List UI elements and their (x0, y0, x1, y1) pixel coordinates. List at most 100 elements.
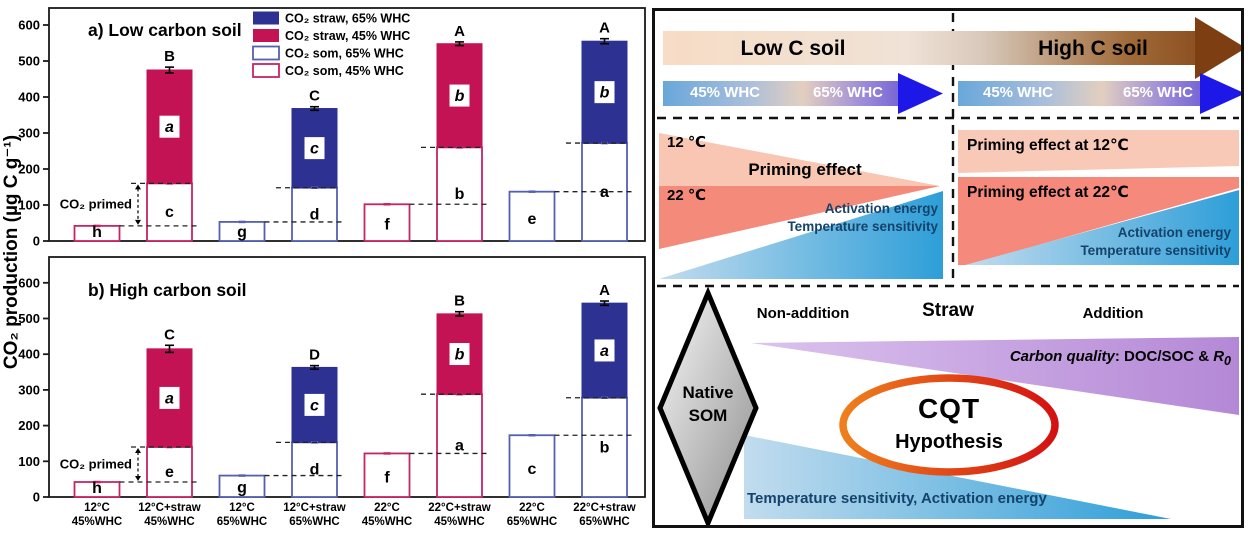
temperature-sensitivity-left-label: Temperature sensitivity (787, 219, 938, 234)
som-segment (436, 146, 483, 242)
co2-primed-label: CO₂ primed (60, 457, 132, 472)
priming-22-label: Priming effect at 22℃ (967, 184, 1129, 201)
som-segment (146, 446, 193, 498)
letter-box (449, 343, 470, 366)
y-axis-title: CO₂ production (µg C g⁻¹) (1, 135, 22, 369)
x-category-line1: 22°C (519, 502, 545, 514)
straw-letter: c (310, 397, 319, 414)
significance-letter: A (599, 20, 610, 37)
co2-primed-label: CO₂ primed (60, 197, 132, 212)
y-tick-label: 400 (18, 347, 40, 362)
x-category-line2: 45%WHC (434, 516, 484, 528)
x-category-line1: 12°C (84, 502, 110, 514)
bar-22°C-45%WHC: f (363, 203, 411, 242)
x-category-line2: 65%WHC (217, 516, 267, 528)
priming-triangle-12c (659, 133, 940, 186)
temperature-sensitivity-right-label: Temperature sensitivity (1080, 243, 1231, 258)
low-c-soil-label: Low C soil (740, 37, 846, 60)
addition-label: Addition (1082, 305, 1144, 322)
straw-letter: a (600, 343, 609, 360)
bar-12°C-45%WHC: h (73, 480, 121, 498)
significance-letter: D (309, 347, 320, 364)
som-letter: c (165, 204, 174, 221)
panel-title: a) Low carbon soil (88, 20, 242, 40)
letter-box (304, 137, 325, 160)
control-letter: g (237, 224, 247, 241)
bar-22°C-45%WHC: f (363, 452, 411, 498)
carbon-quality-r: R (1213, 348, 1225, 365)
bar-22°C+straw-65%WHC: b a A (581, 282, 628, 498)
whc-arrow-left (663, 73, 943, 114)
priming-band-12c (958, 130, 1239, 173)
som-letter: e (165, 464, 174, 481)
legend-swatch (253, 11, 279, 25)
whc-65-left-label: 65% WHC (812, 84, 883, 101)
bottom-temperature-sensitivity-label: Temperature sensitivity, Activation ener… (747, 490, 1047, 507)
x-category-line1: 22°C+straw (428, 502, 491, 514)
y-tick-label: 0 (33, 234, 40, 249)
legend-label: CO₂ som, 65% WHC (285, 47, 404, 61)
x-category-line2: 65%WHC (507, 516, 557, 528)
native-som-line1: Native (682, 383, 734, 402)
x-category-line1: 22°C (374, 502, 400, 514)
y-tick-label: 500 (18, 311, 40, 326)
som-segment (581, 396, 628, 498)
activation-energy-left-label: Activation energy (824, 201, 938, 216)
som-segment (436, 393, 483, 498)
diagram-shapes (657, 13, 1241, 525)
letter-box (159, 386, 180, 409)
straw-letter: b (600, 85, 610, 102)
som-letter: d (310, 462, 320, 479)
bar-22°C+straw-65%WHC: a b A (581, 20, 628, 242)
native-som-label: Native SOM (668, 381, 748, 427)
whc-65-right-label: 65% WHC (1122, 84, 1193, 101)
y-tick-label: 100 (18, 198, 40, 213)
legend: CO₂ straw, 65% WHC CO₂ straw, 45% WHC CO₂ … (252, 11, 410, 78)
high-c-soil-label: High C soil (1038, 37, 1148, 60)
som-segment (291, 441, 338, 498)
bar-12°C+straw-45%WHC: e a C (146, 326, 193, 498)
bar-12°C-45%WHC: h (73, 224, 121, 242)
native-som-diamond (657, 286, 759, 525)
activation-triangle-left (659, 191, 943, 279)
control-letter: e (528, 211, 537, 228)
temp-12-label: 12 ℃ (667, 134, 707, 151)
som-letter: a (600, 184, 609, 201)
control-letter: c (528, 461, 537, 478)
legend-label: CO₂ som, 45% WHC (285, 64, 404, 78)
y-tick-label: 200 (18, 418, 40, 433)
legend-label: CO₂ straw, 65% WHC (285, 12, 410, 26)
control-letter: f (384, 469, 390, 486)
bar-22°C+straw-45%WHC: a b B (436, 293, 483, 498)
x-category-line2: 45%WHC (362, 516, 412, 528)
priming-triangle-22c (659, 186, 940, 249)
whc-45-right-label: 45% WHC (982, 84, 1053, 101)
x-category-line1: 12°C (229, 502, 255, 514)
straw-letter: a (165, 390, 174, 407)
bar-12°C+straw-65%WHC: d c C (291, 88, 338, 242)
x-category-line2: 65%WHC (579, 516, 629, 528)
control-letter: f (384, 216, 390, 233)
bar-22°C-65%WHC: e (508, 190, 556, 242)
cqt-label: CQT (917, 393, 981, 424)
straw-label: Straw (922, 300, 974, 321)
x-category-line1: 12°C+straw (138, 502, 201, 514)
y-tick-label: 600 (18, 275, 40, 290)
priming-effect-label: Priming effect (748, 160, 862, 179)
primed-arrowhead-down (135, 476, 141, 482)
soil-carbon-gradient-arrow (663, 17, 1241, 79)
whc-arrow-right (958, 73, 1241, 114)
straw-letter: a (165, 119, 174, 136)
carbon-quality-label: Carbon quality: DOC/SOC & R0 (935, 348, 1231, 369)
som-letter: b (600, 439, 610, 456)
carbon-quality-r-sub: 0 (1224, 354, 1231, 368)
som-letter: a (455, 438, 464, 455)
control-letter: h (92, 224, 102, 241)
som-segment (508, 434, 556, 498)
temp-22-label: 22 ℃ (667, 187, 707, 204)
native-som-line2: SOM (688, 406, 728, 425)
panel-a: 0 100 200 300 400 500 600 h c a Bg d c Cf b b Ae a b A CO₂ p… (18, 7, 646, 249)
significance-letter: C (309, 88, 320, 105)
som-letter: b (455, 186, 465, 203)
